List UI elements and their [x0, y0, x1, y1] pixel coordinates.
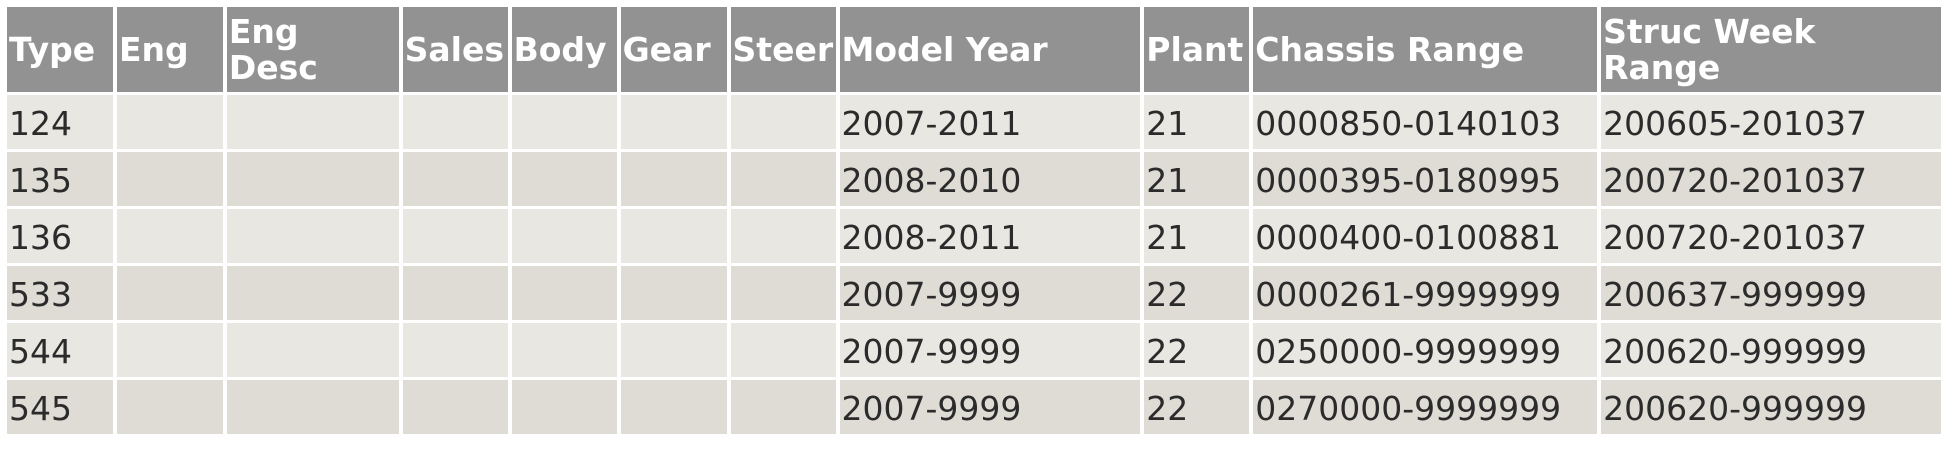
cell-sales	[402, 152, 508, 206]
cell-plant: 21	[1144, 152, 1250, 206]
cell-struc-week-range: 200720-201037	[1601, 209, 1941, 263]
cell-plant: 21	[1144, 209, 1250, 263]
cell-steer	[730, 209, 836, 263]
cell-eng-desc	[226, 95, 399, 149]
cell-struc-week-range: 200605-201037	[1601, 95, 1941, 149]
cell-body	[511, 152, 617, 206]
cell-sales	[402, 209, 508, 263]
cell-eng	[116, 152, 223, 206]
cell-body	[511, 380, 617, 434]
data-table: Type Eng Eng Desc Sales Body Gear Steer …	[3, 4, 1941, 437]
cell-body	[511, 266, 617, 320]
cell-eng	[116, 323, 223, 377]
cell-model-year: 2007-9999	[839, 266, 1141, 320]
cell-struc-week-range: 200637-999999	[1601, 266, 1941, 320]
cell-eng-desc	[226, 266, 399, 320]
cell-gear	[620, 152, 727, 206]
column-header-chassis-range: Chassis Range	[1253, 7, 1598, 92]
cell-plant: 22	[1144, 380, 1250, 434]
cell-model-year: 2007-9999	[839, 380, 1141, 434]
column-header-sales: Sales	[402, 7, 508, 92]
cell-type: 136	[7, 209, 113, 263]
cell-eng	[116, 95, 223, 149]
cell-model-year: 2008-2011	[839, 209, 1141, 263]
cell-eng-desc	[226, 323, 399, 377]
cell-sales	[402, 323, 508, 377]
cell-chassis-range: 0000850-0140103	[1253, 95, 1598, 149]
cell-type: 124	[7, 95, 113, 149]
cell-gear	[620, 380, 727, 434]
cell-model-year: 2007-9999	[839, 323, 1141, 377]
cell-steer	[730, 323, 836, 377]
column-header-model-year: Model Year	[839, 7, 1141, 92]
header-row: Type Eng Eng Desc Sales Body Gear Steer …	[7, 7, 1941, 92]
cell-steer	[730, 266, 836, 320]
cell-chassis-range: 0000261-9999999	[1253, 266, 1598, 320]
cell-plant: 22	[1144, 266, 1250, 320]
cell-model-year: 2008-2010	[839, 152, 1141, 206]
cell-type: 545	[7, 380, 113, 434]
cell-plant: 21	[1144, 95, 1250, 149]
cell-chassis-range: 0250000-9999999	[1253, 323, 1598, 377]
cell-type: 135	[7, 152, 113, 206]
cell-body	[511, 209, 617, 263]
column-header-struc-week-range: Struc Week Range	[1601, 7, 1941, 92]
cell-struc-week-range: 200720-201037	[1601, 152, 1941, 206]
column-header-gear: Gear	[620, 7, 727, 92]
column-header-eng: Eng	[116, 7, 223, 92]
cell-plant: 22	[1144, 323, 1250, 377]
cell-sales	[402, 95, 508, 149]
cell-steer	[730, 152, 836, 206]
cell-struc-week-range: 200620-999999	[1601, 380, 1941, 434]
cell-eng-desc	[226, 380, 399, 434]
cell-body	[511, 95, 617, 149]
cell-type: 533	[7, 266, 113, 320]
table-row: 135 2008-2010 21 0000395-0180995 200720-2010…	[7, 152, 1941, 206]
cell-eng-desc	[226, 152, 399, 206]
column-header-steer: Steer	[730, 7, 836, 92]
cell-sales	[402, 380, 508, 434]
column-header-body: Body	[511, 7, 617, 92]
cell-chassis-range: 0000400-0100881	[1253, 209, 1598, 263]
cell-gear	[620, 266, 727, 320]
cell-eng-desc	[226, 209, 399, 263]
cell-body	[511, 323, 617, 377]
table-row: 533 2007-9999 22 0000261-9999999 200637-9999…	[7, 266, 1941, 320]
cell-steer	[730, 95, 836, 149]
cell-eng	[116, 266, 223, 320]
cell-eng	[116, 209, 223, 263]
table-row: 544 2007-9999 22 0250000-9999999 200620-9999…	[7, 323, 1941, 377]
cell-steer	[730, 380, 836, 434]
cell-struc-week-range: 200620-999999	[1601, 323, 1941, 377]
cell-eng	[116, 380, 223, 434]
table-body: 124 2007-2011 21 0000850-0140103 200605-2010…	[7, 95, 1941, 434]
cell-gear	[620, 323, 727, 377]
table-row: 136 2008-2011 21 0000400-0100881 200720-2010…	[7, 209, 1941, 263]
table-row: 124 2007-2011 21 0000850-0140103 200605-2010…	[7, 95, 1941, 149]
cell-gear	[620, 209, 727, 263]
column-header-type: Type	[7, 7, 113, 92]
cell-chassis-range: 0270000-9999999	[1253, 380, 1598, 434]
table-row: 545 2007-9999 22 0270000-9999999 200620-9999…	[7, 380, 1941, 434]
column-header-eng-desc: Eng Desc	[226, 7, 399, 92]
column-header-plant: Plant	[1144, 7, 1250, 92]
cell-gear	[620, 95, 727, 149]
cell-chassis-range: 0000395-0180995	[1253, 152, 1598, 206]
cell-sales	[402, 266, 508, 320]
cell-model-year: 2007-2011	[839, 95, 1141, 149]
cell-type: 544	[7, 323, 113, 377]
